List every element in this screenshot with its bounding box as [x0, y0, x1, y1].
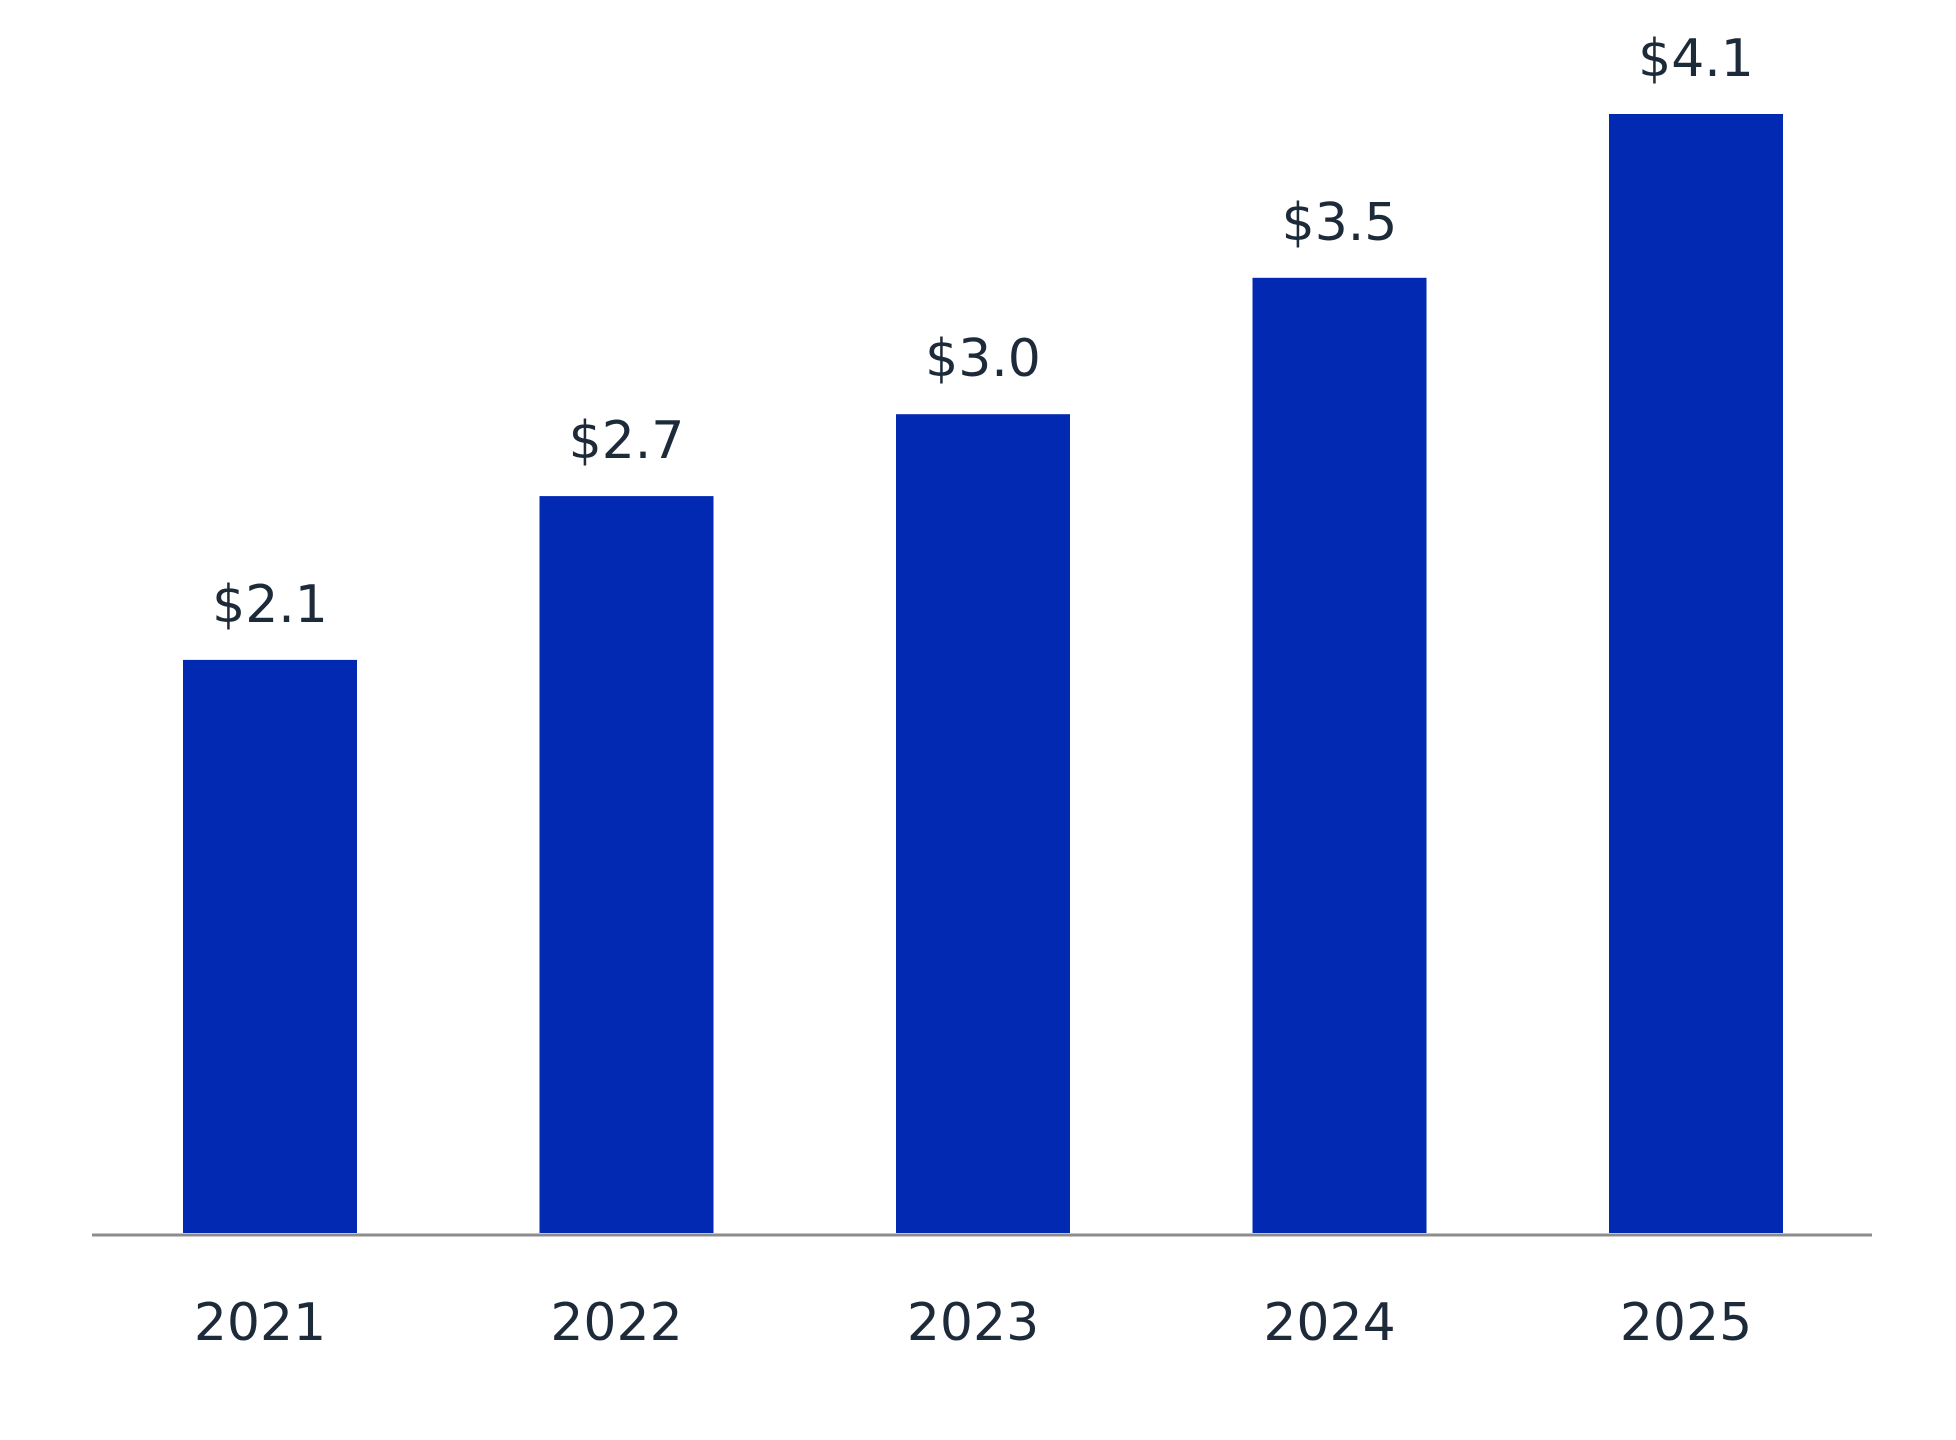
value-label-2025: $4.1: [1638, 29, 1754, 89]
x-tick-label-2024: 2024: [1263, 1293, 1395, 1353]
x-tick-labels-group: 2021 2022 2023 2024 2025: [194, 1293, 1752, 1353]
value-labels-group: $2.1 $2.7 $3.0 $3.5 $4.1: [212, 29, 1754, 635]
x-tick-label-2023: 2023: [907, 1293, 1039, 1353]
bar-2021: [183, 659, 357, 1233]
x-tick-label-2021: 2021: [194, 1293, 326, 1353]
value-label-2023: $3.0: [925, 329, 1041, 389]
bar-2022: [539, 496, 714, 1234]
bar-2025: [1609, 114, 1783, 1233]
bar-2023: [896, 414, 1070, 1233]
value-label-2021: $2.1: [212, 575, 328, 635]
value-label-2024: $3.5: [1282, 193, 1398, 253]
x-tick-label-2022: 2022: [550, 1293, 682, 1353]
bar-2024: [1252, 277, 1427, 1233]
x-tick-label-2025: 2025: [1620, 1293, 1752, 1353]
bars-group: [183, 114, 1783, 1234]
value-label-2022: $2.7: [569, 411, 685, 471]
